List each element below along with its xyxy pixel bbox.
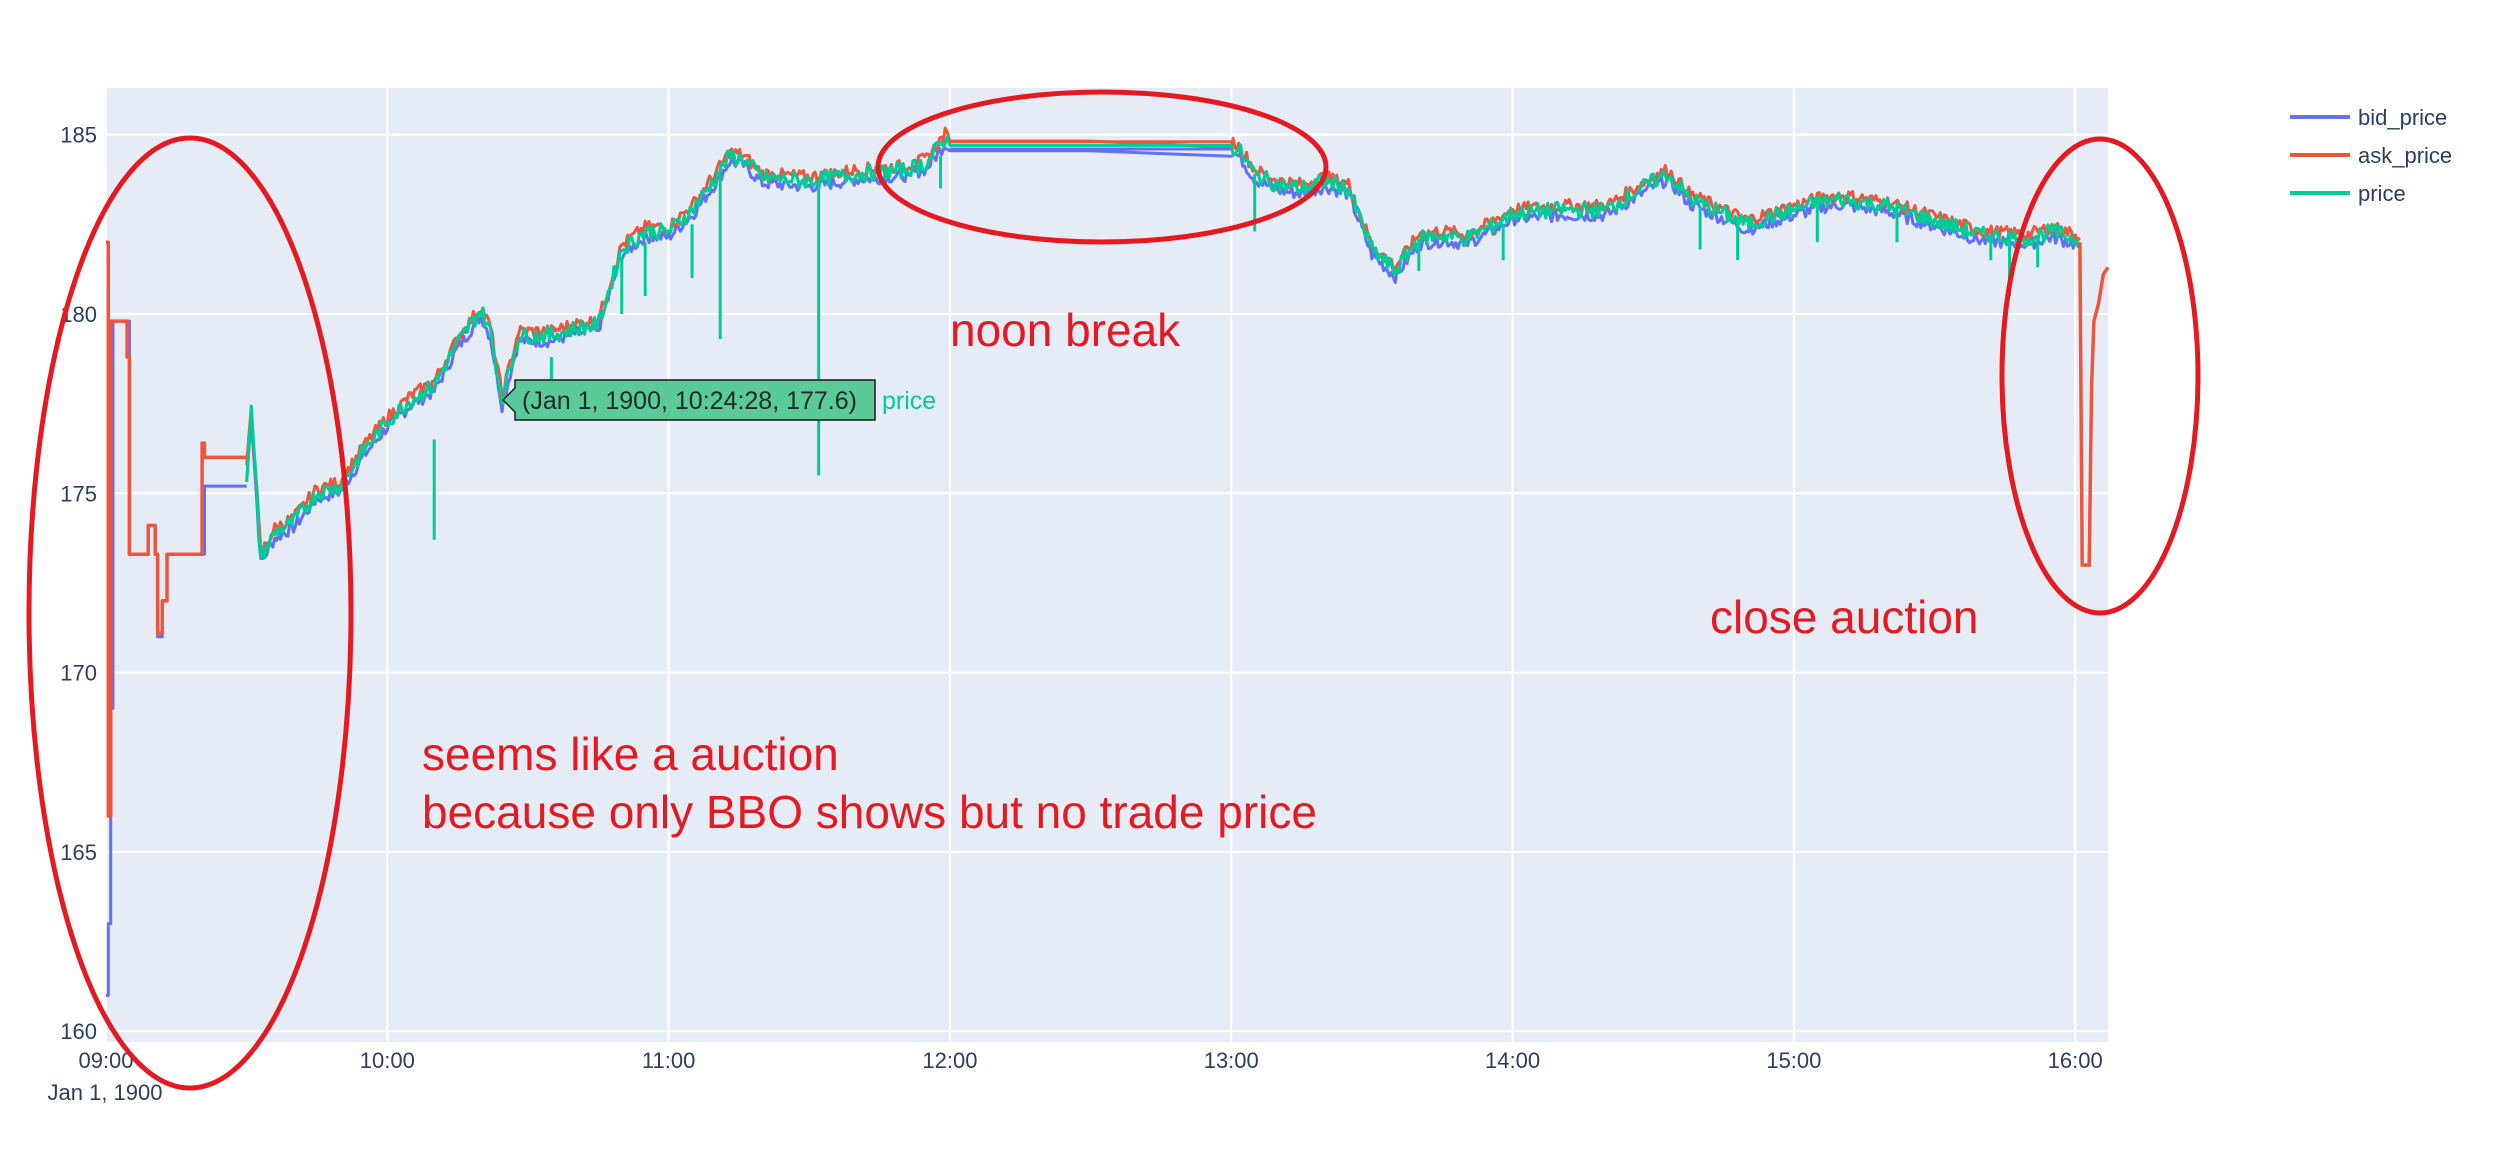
annotation-circle-close <box>1999 136 2201 616</box>
y-tick-label: 185 <box>60 123 97 148</box>
y-gridlines <box>106 133 2108 1033</box>
legend-label-bid-price: bid_price <box>2358 105 2447 130</box>
legend-item-price[interactable]: price <box>2290 181 2406 206</box>
hover-tooltip: (Jan 1, 1900, 10:24:28, 177.6) price <box>501 379 936 421</box>
x-tick-label: 16:00 <box>2048 1048 2103 1073</box>
x-tick-labels: 09:00 10:00 11:00 12:00 13:00 14:00 15:00 16:00 <box>78 1048 2102 1073</box>
hover-series-name: price <box>882 387 936 415</box>
x-gridlines <box>105 88 2077 1042</box>
series-line-price <box>245 135 2082 560</box>
annotation-auction-line2: because only BBO shows but no trade pric… <box>422 786 1317 838</box>
y-tick-label: 160 <box>60 1019 97 1044</box>
hover-tooltip-box <box>501 379 876 421</box>
legend-label-ask-price: ask_price <box>2358 143 2452 168</box>
x-tick-label: 13:00 <box>1204 1048 1259 1073</box>
legend-label-price: price <box>2358 181 2406 206</box>
x-tick-label: 09:00 <box>78 1048 133 1073</box>
y-tick-label: 175 <box>60 481 97 506</box>
x-tick-label: 14:00 <box>1485 1048 1540 1073</box>
y-tick-label: 170 <box>60 661 97 686</box>
annotation-circle-noon <box>875 89 1329 245</box>
plot-background <box>106 88 2108 1042</box>
annotation-noon-break: noon break <box>950 304 1181 356</box>
x-tick-label: 10:00 <box>360 1048 415 1073</box>
x-tick-label: 12:00 <box>922 1048 977 1073</box>
x-tick-label: 15:00 <box>1766 1048 1821 1073</box>
y-tick-label: 165 <box>60 840 97 865</box>
annotation-circle-open <box>26 135 354 1091</box>
legend-item-bid-price[interactable]: bid_price <box>2290 105 2447 130</box>
x-axis-date-label: Jan 1, 1900 <box>48 1080 163 1105</box>
hover-tooltip-text: (Jan 1, 1900, 10:24:28, 177.6) <box>522 387 857 415</box>
annotation-close-auction: close auction <box>1710 591 1979 643</box>
annotation-auction-line1: seems like a auction <box>422 728 839 780</box>
series-layer <box>106 126 2110 997</box>
series-line-ask-price <box>106 240 247 818</box>
close-auction-line <box>2078 242 2110 567</box>
legend-item-ask-price[interactable]: ask_price <box>2290 143 2452 168</box>
x-tick-label: 11:00 <box>642 1048 695 1073</box>
legend: bid_price ask_price price <box>2290 105 2452 206</box>
